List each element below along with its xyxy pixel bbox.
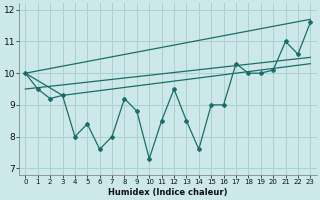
X-axis label: Humidex (Indice chaleur): Humidex (Indice chaleur): [108, 188, 228, 197]
